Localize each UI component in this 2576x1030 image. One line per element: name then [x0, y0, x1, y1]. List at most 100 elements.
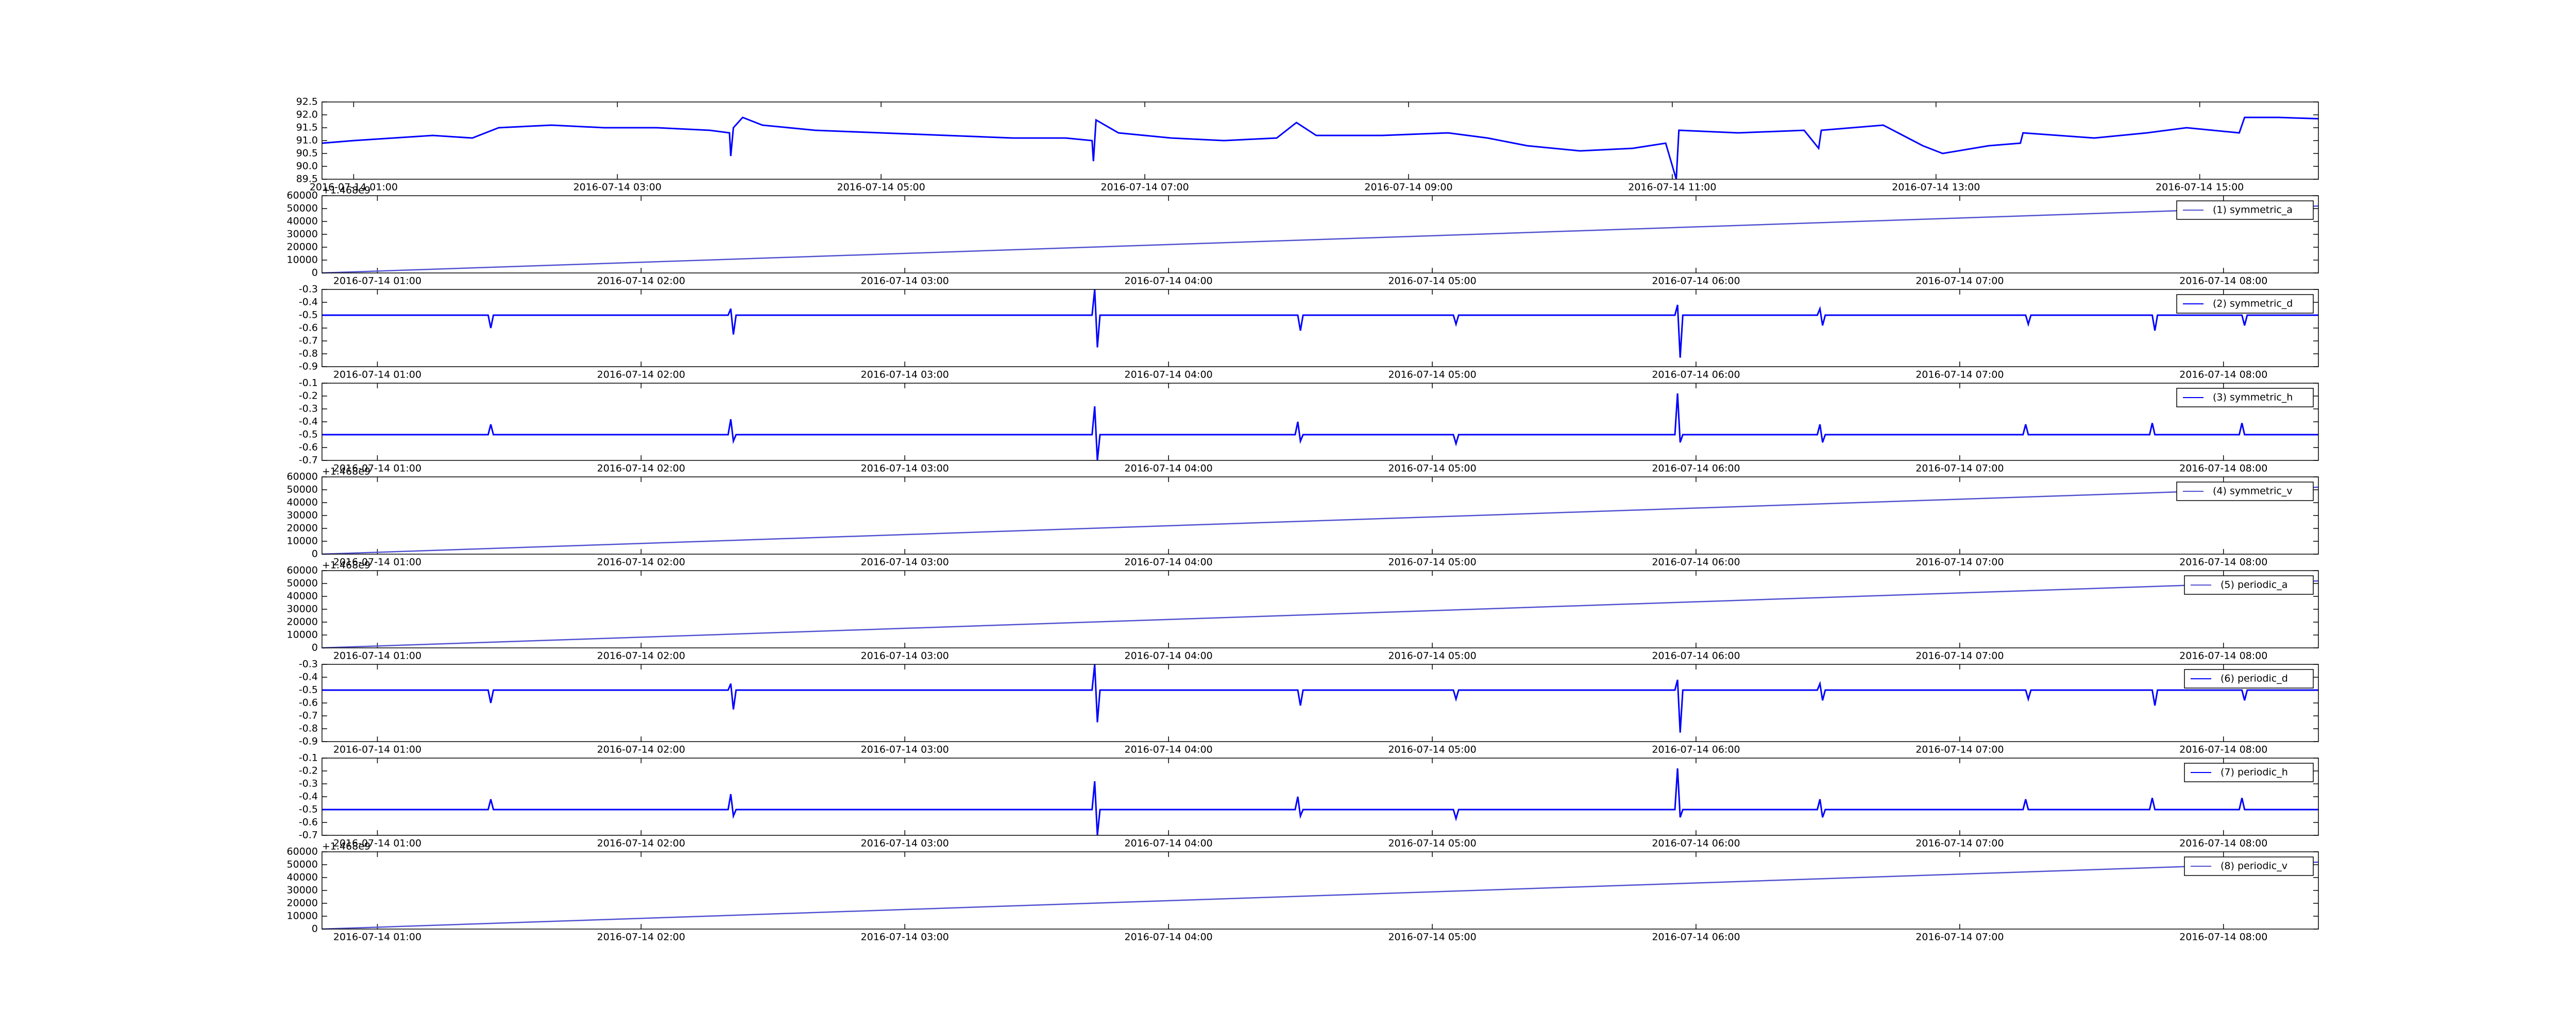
- x-tick-label: 2016-07-14 04:00: [1125, 276, 1213, 287]
- data-line: [322, 393, 2318, 461]
- y-tick-label: -0.5: [299, 804, 318, 815]
- x-tick-label: 2016-07-14 11:00: [1628, 182, 1716, 193]
- y-tick-label: -0.1: [299, 377, 318, 389]
- data-line: [321, 205, 2319, 274]
- y-tick-label: -0.6: [299, 442, 318, 453]
- y-tick-label: 90.5: [296, 148, 318, 159]
- x-tick-label: 2016-07-14 03:00: [573, 182, 662, 193]
- data-line: [322, 289, 2318, 358]
- x-tick-label: 2016-07-14 07:00: [1916, 932, 2004, 943]
- x-tick-label: 2016-07-14 06:00: [1652, 276, 1740, 287]
- x-tick-label: 2016-07-14 07:00: [1916, 463, 2004, 474]
- axes-frame: [321, 289, 2319, 367]
- y-tick-label: 20000: [287, 242, 318, 253]
- y-tick-label: 91.5: [296, 122, 318, 133]
- x-tick-label: 2016-07-14 01:00: [333, 650, 421, 662]
- y-tick-label: 0: [312, 267, 318, 279]
- legend-label: (2) symmetric_d: [2213, 298, 2293, 310]
- axes-frame: [321, 383, 2319, 461]
- y-tick-label: 50000: [287, 203, 318, 214]
- legend-box: [2184, 669, 2314, 689]
- y-tick-label: 0: [312, 642, 318, 654]
- legend-label: (1) symmetric_a: [2213, 204, 2293, 216]
- y-tick-label: 40000: [287, 216, 318, 227]
- y-tick-label: 20000: [287, 898, 318, 909]
- offset-text: +1.468e9: [322, 560, 370, 571]
- axes-frame: [321, 476, 2319, 555]
- y-tick-label: -0.3: [299, 284, 318, 295]
- x-tick-label: 2016-07-14 02:00: [597, 650, 685, 662]
- y-tick-label: -0.7: [299, 830, 318, 841]
- x-tick-label: 2016-07-14 07:00: [1100, 182, 1189, 193]
- x-tick-label: 2016-07-14 02:00: [597, 276, 685, 287]
- y-tick-label: 50000: [287, 859, 318, 870]
- y-tick-label: 91.0: [296, 135, 318, 146]
- y-tick-label: 30000: [287, 885, 318, 896]
- y-tick-label: -0.4: [299, 672, 318, 683]
- x-tick-label: 2016-07-14 03:00: [861, 557, 949, 568]
- x-tick-label: 2016-07-14 04:00: [1125, 463, 1213, 474]
- y-tick-label: -0.6: [299, 322, 318, 334]
- data-line: [322, 664, 2318, 733]
- legend-label: (3) symmetric_h: [2213, 392, 2293, 403]
- x-tick-label: 2016-07-14 03:00: [861, 650, 949, 662]
- x-tick-label: 2016-07-14 06:00: [1652, 369, 1740, 381]
- y-tick-label: 60000: [287, 846, 318, 857]
- x-tick-label: 2016-07-14 08:00: [2179, 744, 2267, 756]
- y-tick-label: 0: [312, 923, 318, 935]
- x-tick-label: 2016-07-14 06:00: [1652, 838, 1740, 849]
- x-tick-label: 2016-07-14 05:00: [1388, 650, 1476, 662]
- y-tick-label: -0.5: [299, 429, 318, 440]
- axes-frame: [321, 195, 2319, 273]
- x-tick-label: 2016-07-14 08:00: [2179, 650, 2267, 662]
- data-line: [322, 768, 2318, 836]
- x-tick-label: 2016-07-14 01:00: [333, 369, 421, 381]
- x-tick-label: 2016-07-14 05:00: [837, 182, 925, 193]
- y-tick-label: 10000: [287, 536, 318, 547]
- y-tick-label: -0.8: [299, 348, 318, 359]
- x-tick-label: 2016-07-14 04:00: [1125, 650, 1213, 662]
- y-tick-label: 0: [312, 548, 318, 560]
- x-tick-label: 2016-07-14 03:00: [861, 932, 949, 943]
- y-tick-label: 10000: [287, 629, 318, 641]
- data-line: [321, 116, 2319, 180]
- legend-label: (4) symmetric_v: [2213, 486, 2293, 497]
- y-tick-label: 20000: [287, 523, 318, 534]
- x-tick-label: 2016-07-14 01:00: [333, 932, 421, 943]
- x-tick-label: 2016-07-14 04:00: [1125, 932, 1213, 943]
- x-tick-label: 2016-07-14 04:00: [1125, 557, 1213, 568]
- y-tick-label: 50000: [287, 484, 318, 495]
- y-tick-label: -0.5: [299, 684, 318, 696]
- y-tick-label: 30000: [287, 229, 318, 240]
- y-tick-label: -0.9: [299, 361, 318, 372]
- y-tick-label: 30000: [287, 604, 318, 615]
- x-tick-label: 2016-07-14 07:00: [1916, 369, 2004, 381]
- y-tick-label: -0.4: [299, 297, 318, 308]
- y-tick-label: -0.7: [299, 455, 318, 466]
- legend-label: (5) periodic_a: [2221, 579, 2287, 591]
- y-tick-label: 60000: [287, 190, 318, 201]
- x-tick-label: 2016-07-14 09:00: [1364, 182, 1452, 193]
- axes-frame: [321, 758, 2319, 836]
- x-tick-label: 2016-07-14 01:00: [333, 463, 421, 474]
- x-tick-label: 2016-07-14 03:00: [861, 838, 949, 849]
- data-line: [321, 861, 2319, 930]
- legend-box: [2184, 575, 2314, 595]
- offset-text: +1.468e9: [322, 185, 370, 196]
- x-tick-label: 2016-07-14 01:00: [310, 182, 398, 193]
- x-tick-label: 2016-07-14 06:00: [1652, 557, 1740, 568]
- y-tick-label: 10000: [287, 254, 318, 266]
- y-tick-label: -0.3: [299, 659, 318, 670]
- x-tick-label: 2016-07-14 05:00: [1388, 557, 1476, 568]
- y-tick-label: -0.4: [299, 791, 318, 802]
- x-tick-label: 2016-07-14 07:00: [1916, 557, 2004, 568]
- x-tick-label: 2016-07-14 02:00: [597, 932, 685, 943]
- y-tick-label: -0.4: [299, 416, 318, 427]
- y-tick-label: -0.1: [299, 752, 318, 764]
- x-tick-label: 2016-07-14 08:00: [2179, 557, 2267, 568]
- x-tick-label: 2016-07-14 03:00: [861, 463, 949, 474]
- x-tick-label: 2016-07-14 01:00: [333, 276, 421, 287]
- legend-label: (6) periodic_d: [2221, 673, 2288, 684]
